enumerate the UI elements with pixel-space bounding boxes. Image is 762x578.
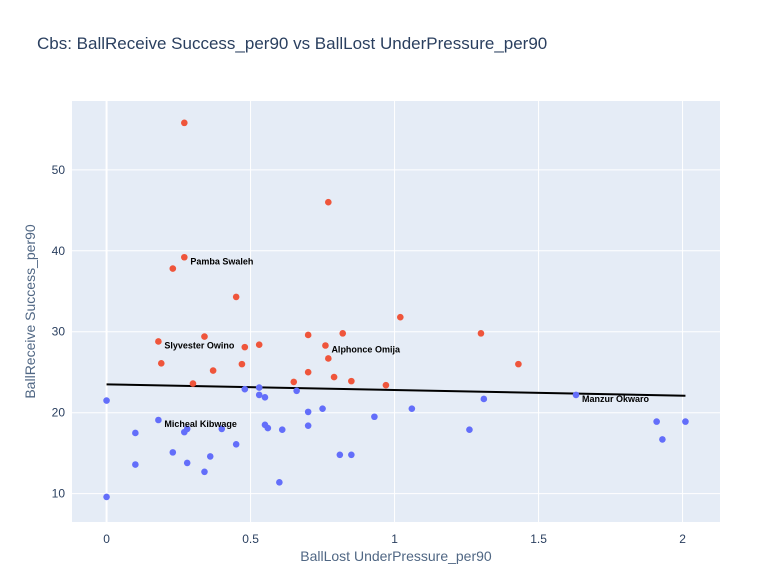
data-points [103,119,689,501]
annotation-label: Manzur Okwaro [582,394,650,404]
data-point-blue [348,451,355,459]
data-point-blue [183,459,191,467]
x-tick-label: 1 [391,532,398,546]
data-point-blue [371,413,378,421]
data-point-red [339,330,347,337]
data-point-red [325,198,332,206]
data-point-red [304,331,312,339]
x-tick-label: 0.5 [242,532,259,546]
data-point-red [155,338,162,345]
x-tick-label: 0 [103,532,110,546]
data-point-red [181,119,188,127]
y-tick-label: 30 [52,325,66,339]
data-point-red [169,265,177,272]
annotation-label: Micheal Kibwage [164,419,237,429]
data-point-blue [218,425,226,433]
annotation-label: Slyvester Owino [164,340,235,350]
data-point-red [477,330,485,337]
data-point-blue [255,391,263,399]
annotation-label: Pamba Swaleh [190,256,253,266]
data-point-red [348,377,355,385]
data-point-blue [466,426,473,434]
data-point-red [304,368,312,376]
data-point-blue [255,384,263,391]
data-point-blue [201,468,208,476]
data-point-red [238,360,246,368]
data-point-blue [206,453,214,460]
data-point-red [201,333,208,340]
y-tick-label: 10 [52,487,66,501]
trendline-layer [106,383,686,397]
data-point-blue [132,461,139,468]
data-point-blue [183,425,191,433]
data-point-blue [103,493,110,501]
data-point-red [157,360,165,367]
data-point-blue [319,405,326,412]
y-axis-title: BallReceive Success_per90 [22,224,38,399]
data-point-blue [659,436,666,443]
trendline [106,383,686,397]
data-point-blue [169,449,177,456]
x-axis-title: BallLost UnderPressure_per90 [300,548,492,564]
data-point-red [382,381,390,389]
data-point-red [397,313,404,321]
data-point-red [189,380,197,387]
tick-labels: 0 0.5 1 1.5 2 10 20 30 40 50 [52,163,687,546]
data-point-blue [241,385,249,393]
data-point-blue [304,408,312,416]
data-point-blue [232,440,240,448]
data-point-blue [572,391,580,399]
data-point-red [232,293,240,301]
data-point-blue [103,397,110,404]
data-point-red [515,360,522,368]
chart-title: Cbs: BallReceive Success_per90 vs BallLo… [37,34,548,53]
data-point-red [209,367,217,374]
data-point-red [325,355,332,362]
data-point-blue [304,422,312,429]
data-point-blue [278,426,286,434]
data-point-red [290,378,298,386]
data-point-red [241,343,249,351]
data-point-red [255,341,263,348]
x-tick-label: 2 [679,532,686,546]
annotations: Pamba Swaleh Slyvester Owino Alphonce Omij… [164,256,649,429]
data-point-blue [276,479,283,486]
data-point-blue [264,424,272,432]
plot-area [72,101,720,522]
gridlines [72,101,720,522]
data-point-red [181,253,188,261]
y-tick-label: 40 [52,244,66,258]
data-point-red [322,342,329,349]
annotation-label: Alphonce Omija [331,345,401,355]
data-point-blue [653,418,660,425]
data-point-blue [155,416,162,424]
y-tick-label: 20 [52,406,66,420]
data-point-blue [336,451,344,459]
data-point-blue [682,418,689,425]
data-point-red [330,373,338,381]
data-point-blue [408,405,416,412]
data-point-blue [293,387,300,395]
data-point-blue [261,394,269,401]
x-tick-label: 1.5 [530,532,547,546]
data-point-blue [480,395,488,403]
data-point-blue [132,429,139,437]
y-tick-label: 50 [52,163,66,177]
